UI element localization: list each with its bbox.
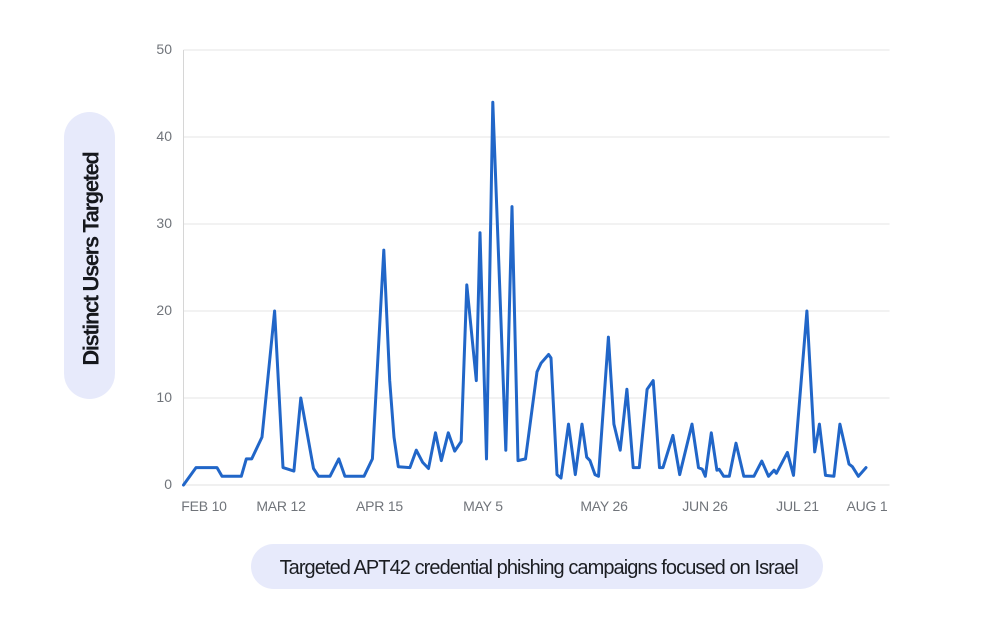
svg-text:20: 20 [156, 302, 172, 318]
svg-text:AUG 1: AUG 1 [846, 498, 887, 514]
svg-text:0: 0 [164, 476, 172, 492]
svg-text:MAY 26: MAY 26 [580, 498, 628, 514]
svg-text:MAR 12: MAR 12 [256, 498, 306, 514]
svg-text:JUN 26: JUN 26 [682, 498, 728, 514]
svg-text:JUL 21: JUL 21 [776, 498, 819, 514]
svg-text:10: 10 [156, 389, 172, 405]
svg-text:MAY 5: MAY 5 [463, 498, 503, 514]
svg-text:50: 50 [156, 41, 172, 57]
svg-text:FEB 10: FEB 10 [181, 498, 227, 514]
svg-text:40: 40 [156, 128, 172, 144]
svg-text:30: 30 [156, 215, 172, 231]
svg-text:APR 15: APR 15 [356, 498, 403, 514]
